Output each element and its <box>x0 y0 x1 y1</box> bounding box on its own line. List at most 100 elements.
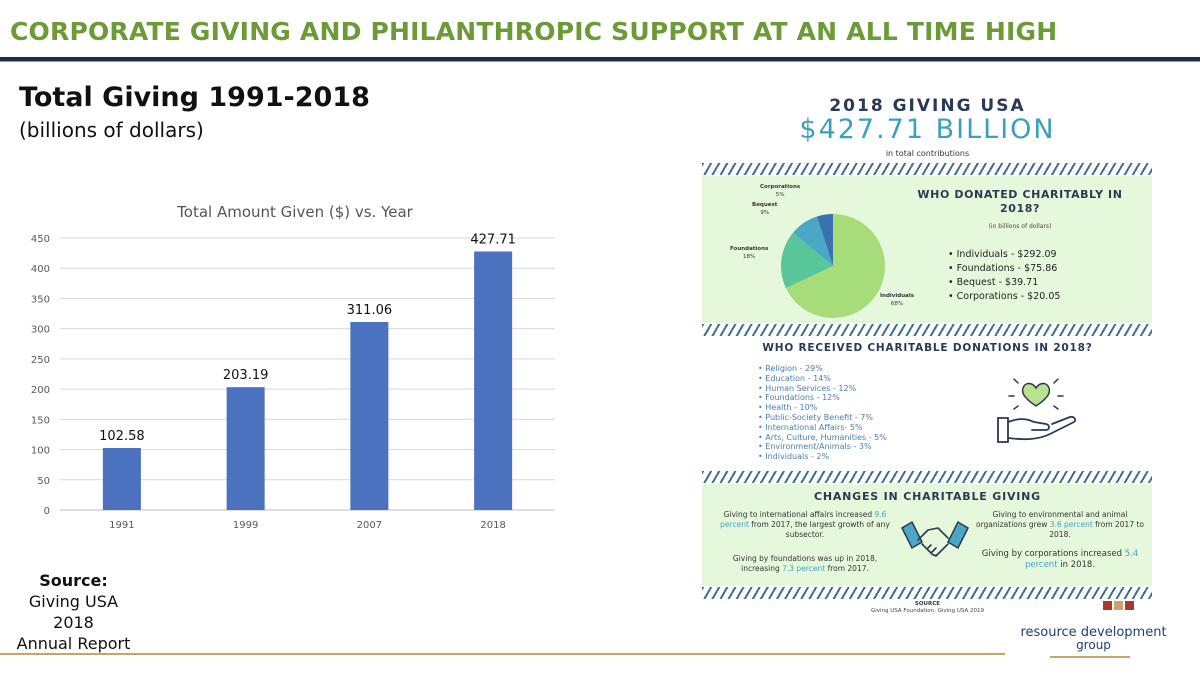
source-heading: Source: <box>39 571 108 590</box>
logo-line-2: group <box>1076 638 1111 652</box>
pie-label-bequest-name: Bequest <box>752 202 778 208</box>
y-tick-label: 400 <box>31 264 50 275</box>
pie-label-individuals: Individuals 68% <box>880 292 914 308</box>
list-item: Education - 14% <box>758 374 887 384</box>
donors-heading: WHO DONATED CHARITABLY IN 2018? <box>917 188 1123 215</box>
bar <box>226 387 265 510</box>
hatch-divider <box>702 324 1152 336</box>
fact-text: Giving to international affairs increase… <box>723 510 873 519</box>
fact-text: in 2018. <box>1060 560 1096 570</box>
x-tick-label: 2018 <box>480 520 505 531</box>
source-note: Source: Giving USA 2018 Annual Report <box>6 570 141 654</box>
pie-slice <box>781 232 833 289</box>
title-divider-thin <box>0 61 1200 62</box>
donors-pie-chart <box>781 214 885 318</box>
list-item: International Affairs- 5% <box>758 423 887 433</box>
logo-accent <box>1050 656 1130 658</box>
x-axis: 1991 1999 2007 2018 <box>109 520 506 531</box>
source-line-1: Giving USA 2018 <box>28 592 119 632</box>
pie-slice <box>792 216 833 266</box>
mini-logo <box>1103 599 1135 611</box>
list-item: Arts, Culture, Humanities - 5% <box>758 433 887 443</box>
pie-slices <box>781 214 885 318</box>
fact-international-affairs: Giving to international affairs increase… <box>720 510 890 540</box>
bar <box>350 321 389 510</box>
pie-label-corporations-name: Corporations <box>760 184 801 190</box>
y-tick-label: 50 <box>37 476 50 487</box>
y-tick-label: 100 <box>31 446 50 457</box>
footer-divider <box>0 653 1005 655</box>
fact-text: from 2017. <box>827 564 869 573</box>
pie-label-corporations: Corporations 5% <box>760 183 800 199</box>
y-tick-label: 350 <box>31 294 50 305</box>
x-tick-label: 2007 <box>357 520 382 531</box>
fact-text: Giving by foundations was up in 2018, in… <box>732 554 878 573</box>
donors-list: Individuals - $292.09 Foundations - $75.… <box>948 248 1061 304</box>
pie-label-individuals-pct: 68% <box>890 301 904 307</box>
list-item: Individuals - $292.09 <box>948 248 1060 262</box>
bars <box>102 251 513 510</box>
pie-label-corporations-pct: 5% <box>775 192 785 198</box>
list-item: Health - 10% <box>758 403 887 413</box>
chart-title: Total Amount Given ($) vs. Year <box>176 203 414 221</box>
heart-in-hand-icon <box>997 378 1077 443</box>
changes-panel <box>702 484 1152 586</box>
list-item: Individuals - 2% <box>758 452 887 462</box>
infographic-source-text: Giving USA Foundation, Giving USA 2019 <box>870 608 985 614</box>
y-tick-label: 200 <box>31 385 50 396</box>
list-item: Human Services - 12% <box>758 384 887 394</box>
bar-chart: Total Amount Given ($) vs. Year 0 50 100 15… <box>31 203 555 531</box>
x-tick-label: 1999 <box>233 520 258 531</box>
total-amount-caption: in total contributions <box>885 149 970 158</box>
list-item: Religion - 29% <box>758 364 887 374</box>
data-label: 427.71 <box>470 232 516 247</box>
chart-units: (billions of dollars) <box>19 118 204 142</box>
bar <box>102 447 141 510</box>
list-item: Environment/Animals - 3% <box>758 442 887 452</box>
hatch-divider <box>702 163 1152 175</box>
y-tick-label: 450 <box>31 234 50 245</box>
list-item: Corporations - $20.05 <box>948 290 1061 304</box>
company-logo: resource development group <box>1006 625 1181 652</box>
logo-line-1: resource development <box>1020 625 1167 640</box>
recipients-heading: WHO RECEIVED CHARITABLE DONATIONS IN 201… <box>762 342 1093 354</box>
pie-label-bequest-pct: 9% <box>760 210 770 216</box>
list-item: Bequest - $39.71 <box>948 276 1060 290</box>
x-tick-label: 1991 <box>109 520 134 531</box>
list-item: Foundations - $75.86 <box>948 262 1060 276</box>
chart-heading: Total Giving 1991-2018 <box>19 82 370 113</box>
data-label: 102.58 <box>99 429 145 444</box>
donors-note: (in billions of dollars) <box>988 223 1052 230</box>
fact-highlight: 9.6 percent <box>720 510 887 529</box>
fact-text: from 2017 to 2018. <box>1049 520 1145 539</box>
fact-foundations: Giving by foundations was up in 2018, in… <box>725 554 885 574</box>
infographic-source: SOURCE Giving USA Foundation, Giving USA… <box>700 601 1155 615</box>
fact-text: Giving to environmental and animal organ… <box>975 510 1128 529</box>
recipients-list: Religion - 29% Education - 14% Human Ser… <box>758 364 887 462</box>
y-tick-label: 150 <box>31 415 50 426</box>
hatch-divider <box>702 587 1152 599</box>
fact-highlight: 5.4 percent <box>1024 549 1139 570</box>
fact-highlight: 7.3 percent <box>782 564 826 573</box>
pie-slice <box>816 214 833 266</box>
y-tick-label: 250 <box>31 355 50 366</box>
slide-title: CORPORATE GIVING AND PHILANTHROPIC SUPPO… <box>10 17 1058 46</box>
gridlines <box>60 237 555 511</box>
y-axis: 0 50 100 150 200 250 300 350 400 450 <box>31 234 50 517</box>
fact-environment: Giving to environmental and animal organ… <box>975 510 1145 540</box>
bar <box>474 251 513 510</box>
y-tick-label: 0 <box>44 506 50 517</box>
list-item: Public-Society Benefit - 7% <box>758 413 887 423</box>
data-label: 311.06 <box>347 303 393 318</box>
title-divider <box>0 57 1200 61</box>
fact-text: from 2017, the largest growth of any sub… <box>751 520 890 539</box>
source-line-2: Annual Report <box>16 634 131 653</box>
pie-label-individuals-name: Individuals <box>880 293 914 299</box>
fact-highlight: 3.6 percent <box>1049 520 1093 529</box>
pie-label-foundations-pct: 18% <box>743 254 756 260</box>
data-labels: 102.58 203.19 311.06 427.71 <box>99 232 516 444</box>
handshake-icon <box>901 520 969 557</box>
infographic-source-heading: SOURCE <box>914 601 941 607</box>
pie-slice <box>785 214 885 318</box>
fact-corporations: Giving by corporations increased 5.4 per… <box>970 549 1150 571</box>
